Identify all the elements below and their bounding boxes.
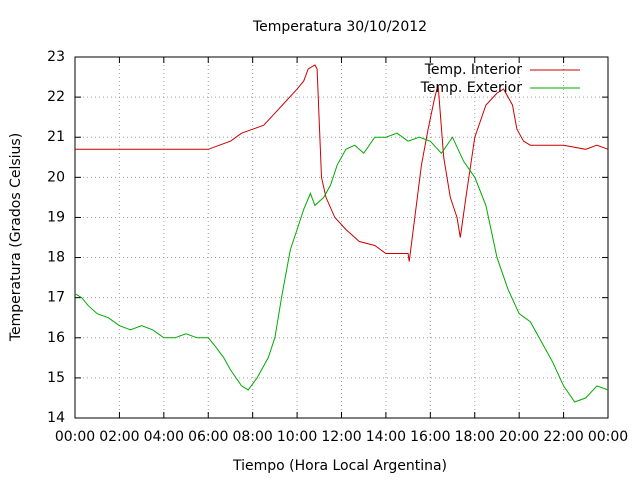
- y-tick-label: 15: [47, 370, 65, 386]
- legend-label: Temp. Interior: [424, 62, 523, 78]
- x-tick-label: 06:00: [188, 429, 228, 445]
- line-series: [74, 132, 609, 403]
- legend-label: Temp. Exterior: [420, 80, 523, 96]
- chart-title: Temperatura 30/10/2012: [252, 19, 427, 35]
- y-tick-label: 20: [47, 169, 65, 185]
- line-series: [75, 64, 609, 262]
- x-tick-label: 00:00: [55, 429, 95, 445]
- x-tick-label: 16:00: [410, 429, 450, 445]
- x-tick-label: 20:00: [499, 429, 539, 445]
- y-tick-label: 21: [47, 129, 65, 145]
- y-tick-label: 19: [47, 209, 65, 225]
- x-axis-label: Tiempo (Hora Local Argentina): [232, 458, 447, 474]
- x-tick-label: 02:00: [99, 429, 139, 445]
- x-tick-label: 14:00: [366, 429, 406, 445]
- x-tick-label: 10:00: [277, 429, 317, 445]
- y-tick-label: 22: [47, 89, 65, 105]
- x-tick-label: 18:00: [455, 429, 495, 445]
- y-axis-label: Temperatura (Grados Celsius): [8, 133, 24, 342]
- y-tick-label: 14: [47, 410, 65, 426]
- x-tick-label: 04:00: [144, 429, 184, 445]
- plot-border: [74, 56, 609, 419]
- x-tick-label: 22:00: [543, 429, 583, 445]
- y-tick-label: 18: [47, 250, 65, 266]
- x-tick-label: 08:00: [232, 429, 272, 445]
- x-tick-label: 00:00: [588, 429, 628, 445]
- y-tick-label: 16: [47, 330, 65, 346]
- x-tick-label: 12:00: [321, 429, 361, 445]
- y-tick-label: 17: [47, 290, 65, 306]
- y-tick-label: 23: [47, 49, 65, 65]
